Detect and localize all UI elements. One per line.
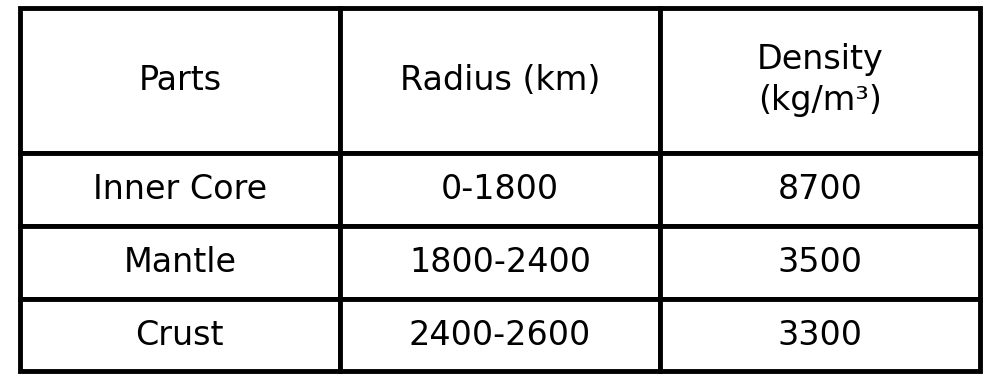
Bar xyxy=(20,299,340,371)
Bar xyxy=(660,299,980,371)
Text: Crust: Crust xyxy=(136,318,224,352)
Text: 2400-2600: 2400-2600 xyxy=(409,318,591,352)
Bar xyxy=(340,8,660,153)
Text: Radius (km): Radius (km) xyxy=(400,64,600,97)
Text: Inner Core: Inner Core xyxy=(93,173,267,206)
Bar xyxy=(660,8,980,153)
Text: 1800-2400: 1800-2400 xyxy=(409,246,591,279)
Text: Density
(kg/m³): Density (kg/m³) xyxy=(757,44,884,117)
Text: Parts: Parts xyxy=(138,64,221,97)
Bar xyxy=(660,153,980,226)
Text: 3500: 3500 xyxy=(778,246,863,279)
Text: 3300: 3300 xyxy=(778,318,863,352)
Bar xyxy=(660,226,980,299)
Bar xyxy=(340,299,660,371)
Bar xyxy=(340,226,660,299)
Text: 0-1800: 0-1800 xyxy=(441,173,559,206)
Bar xyxy=(20,226,340,299)
Bar xyxy=(20,8,340,153)
Bar xyxy=(340,153,660,226)
Bar xyxy=(20,153,340,226)
Text: Mantle: Mantle xyxy=(123,246,236,279)
Text: 8700: 8700 xyxy=(778,173,863,206)
